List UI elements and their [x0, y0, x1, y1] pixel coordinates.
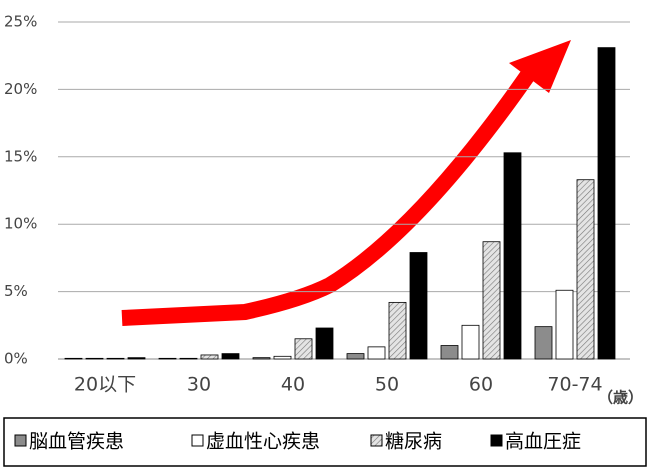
bar	[252, 357, 271, 360]
y-tick-label: 5%	[4, 282, 28, 300]
bar	[409, 252, 428, 360]
y-tick-label: 15%	[4, 147, 37, 165]
x-tick-label: 30	[187, 374, 211, 396]
bar	[179, 357, 198, 360]
bar	[576, 179, 595, 360]
bar	[221, 353, 240, 360]
bar	[127, 357, 146, 360]
bar	[597, 47, 616, 360]
bar	[346, 353, 365, 360]
y-tick-label: 10%	[4, 215, 37, 233]
y-tick-label: 0%	[4, 350, 28, 368]
legend-label: 脳血管疾患	[29, 431, 124, 453]
legend-swatch	[490, 434, 503, 447]
x-tick-label: 70-74	[547, 374, 602, 396]
bar	[200, 354, 219, 360]
legend-swatch	[191, 434, 204, 447]
bar	[315, 327, 334, 360]
bar	[555, 289, 574, 360]
x-tick-label: 60	[469, 374, 493, 396]
legend-box	[3, 417, 647, 467]
bar	[461, 324, 480, 360]
legend-swatch	[14, 434, 27, 447]
bar	[64, 357, 83, 360]
x-tick-label: 40	[281, 374, 305, 396]
legend-swatch	[370, 434, 383, 447]
bar	[482, 241, 501, 360]
bar	[388, 301, 407, 360]
bar	[534, 326, 553, 360]
x-axis-label: （歳）	[598, 389, 643, 407]
trend-arrow-head	[509, 40, 571, 93]
legend-label: 虚血性心疾患	[206, 431, 320, 453]
bar	[440, 345, 459, 360]
legend-label: 高血圧症	[505, 431, 581, 453]
x-tick-label: 20以下	[74, 374, 136, 396]
trend-arrow	[121, 67, 537, 326]
bar	[106, 357, 125, 360]
y-tick-label: 20%	[4, 80, 37, 98]
bar	[273, 355, 292, 360]
x-tick-label: 50	[375, 374, 399, 396]
y-tick-label: 25%	[4, 13, 37, 31]
bar	[503, 152, 522, 360]
legend-label: 糖尿病	[385, 431, 442, 453]
bar	[158, 357, 177, 360]
bar	[367, 346, 386, 360]
bar	[85, 357, 104, 360]
bar	[294, 338, 313, 360]
